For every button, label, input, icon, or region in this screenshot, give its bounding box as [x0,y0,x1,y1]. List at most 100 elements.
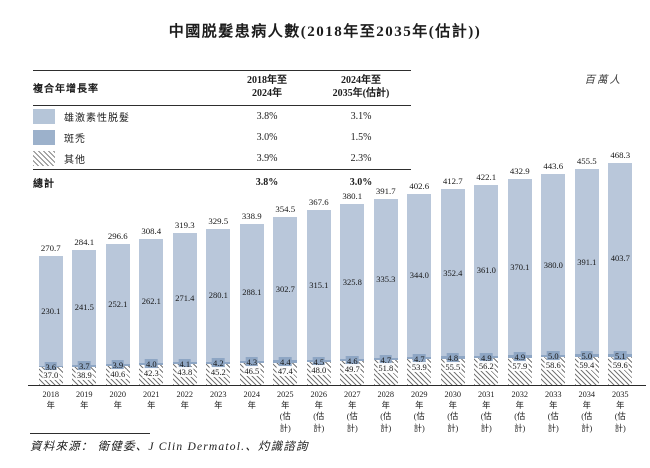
legend-row-areata: 斑禿 3.0% 1.5% [33,127,411,148]
x-axis-label-2026年: 2026年 (估計) [310,390,328,433]
value-label-total: 468.3 [610,149,631,160]
value-label-others: 51.8 [377,363,395,374]
value-label-others: 59.4 [578,359,596,370]
cagr-header-label: 複合年增長率 [33,84,99,95]
stacked-bar [206,228,231,385]
cagr-header-col-2024-2035: 2024年至 2035年(估計) [332,75,390,99]
value-label-others: 47.4 [276,365,294,376]
value-label-others: 57.9 [511,360,529,371]
cagr-total-row: 總計 3.8% 3.0% [33,170,411,194]
value-label-others: 53.9 [410,362,428,373]
cagr-total-label: 總計 [33,179,55,190]
stacked-bar [608,162,633,385]
value-label-areata: 4.0 [144,359,158,370]
stacked-bar [507,179,532,385]
bar-segment-androgenetic [72,250,97,365]
value-label-areata: 3.7 [77,361,91,372]
stacked-bar [340,204,365,385]
value-label-total: 412.7 [442,175,463,186]
x-axis-label-2035年: 2035年 (估計) [611,390,629,433]
value-label-androgenetic: 380.0 [543,259,563,270]
cagr-table: 複合年增長率 2018年至 2024年 2024年至 2035年(估計) 雄激素… [33,70,411,194]
value-label-androgenetic: 370.1 [510,262,530,273]
value-label-total: 391.7 [375,185,396,196]
legend-swatch-androgenetic [33,109,55,124]
x-axis-label-2018年: 2018年 [42,390,60,411]
table-header-rule [33,105,411,106]
x-axis-label-2025年: 2025年 (估計) [276,390,294,433]
value-label-areata: 4.7 [412,353,426,364]
bar-group-2034年: 455.5 391.1 5.0 59.4 2034年 (估計) [570,155,604,433]
legend-row-androgenetic: 雄激素性脱髮 3.8% 3.1% [33,106,411,127]
value-label-others: 59.6 [611,359,629,370]
value-label-androgenetic: 271.4 [175,292,195,303]
bar-group-2019年: 284.1 241.5 3.7 38.9 2019年 [68,158,102,410]
cagr-value-androgenetic-2024-2035: 3.1% [350,111,372,122]
x-axis-label-2020年: 2020年 [109,390,127,411]
bar-group-2033年: 443.6 380.0 5.0 58.6 2033年 (估計) [537,158,571,433]
table-total-rule [33,169,411,170]
x-axis-label-2019年: 2019年 [75,390,93,411]
legend-label-areata: 斑禿 [64,134,86,145]
value-label-others: 45.2 [209,366,227,377]
value-label-androgenetic: 288.1 [242,287,262,298]
value-label-others: 37.0 [42,370,60,381]
bar-segment-androgenetic [373,198,398,359]
bar-group-2028年: 391.7 335.3 4.7 51.8 2028年 (估計) [369,158,403,433]
value-label-areata: 4.8 [446,353,460,363]
value-label-androgenetic: 315.1 [309,280,329,291]
legend-swatch-areata [33,130,55,145]
bar-segment-androgenetic [507,179,532,356]
value-label-total: 308.4 [141,225,162,236]
bar-segment-androgenetic [574,168,599,355]
chart-plot: 270.7 230.1 3.6 37.0 2018年 284.1 241.5 3.7 38.9 2… [34,150,638,433]
value-label-androgenetic: 252.1 [108,299,128,309]
value-label-areata: 4.2 [211,358,225,369]
bar-segment-androgenetic [474,184,499,356]
value-label-others: 49.7 [343,364,361,375]
cagr-value-others-2024-2035: 2.3% [350,153,372,164]
unit-label: 百萬人 [584,75,622,86]
bar-group-2025年: 354.5 302.7 4.4 47.4 2025年 (估計) [269,158,303,433]
value-label-areata: 4.9 [479,352,493,363]
bar-segment-androgenetic [206,228,231,362]
cagr-total-2024-2035: 3.0% [349,177,373,188]
value-label-areata: 5.1 [613,350,627,361]
bar-segment-androgenetic [340,204,365,360]
legend-row-others: 其他 3.9% 2.3% [33,148,411,169]
bar-segment-androgenetic [105,244,130,364]
bar-segment-androgenetic [172,233,197,363]
value-label-total: 284.1 [74,237,95,248]
value-label-total: 319.3 [174,220,195,231]
value-label-others: 38.9 [75,369,93,380]
value-label-total: 443.6 [543,161,564,172]
value-label-areata: 3.6 [44,362,58,373]
stacked-bar [373,198,398,385]
value-label-others: 55.5 [444,361,462,372]
x-axis-label-2031年: 2031年 (估計) [477,390,495,433]
bar-group-2026年: 367.6 315.1 4.5 48.0 2026年 (估計) [302,158,336,433]
x-axis-label-2029年: 2029年 (估計) [410,390,428,433]
x-axis-label-2022年: 2022年 [176,390,194,411]
value-label-total: 367.6 [308,197,329,208]
value-label-total: 338.9 [241,211,262,222]
value-label-androgenetic: 230.1 [41,306,61,317]
bar-group-2021年: 308.4 262.1 4.0 42.3 2021年 [135,158,169,410]
cagr-header-col-2018-2024: 2018年至 2024年 [247,75,287,99]
bar-group-2031年: 422.1 361.0 4.9 56.2 2031年 (估計) [470,158,504,433]
value-label-areata: 4.5 [312,356,326,367]
x-axis-label-2030年: 2030年 (估計) [444,390,462,433]
stacked-bar [440,189,465,385]
value-label-areata: 5.0 [580,351,594,362]
value-label-total: 455.5 [576,155,597,166]
bar-segment-androgenetic [239,224,264,361]
value-label-total: 296.6 [107,231,128,242]
value-label-androgenetic: 344.0 [409,270,429,281]
value-label-total: 329.5 [208,215,229,226]
value-label-others: 42.3 [142,367,160,378]
value-label-total: 422.1 [476,171,497,182]
value-label-androgenetic: 325.8 [342,276,362,287]
cagr-value-areata-2024-2035: 1.5% [350,132,372,143]
bar-group-2035年: 468.3 403.7 5.1 59.6 2035年 (估計) [604,150,638,433]
